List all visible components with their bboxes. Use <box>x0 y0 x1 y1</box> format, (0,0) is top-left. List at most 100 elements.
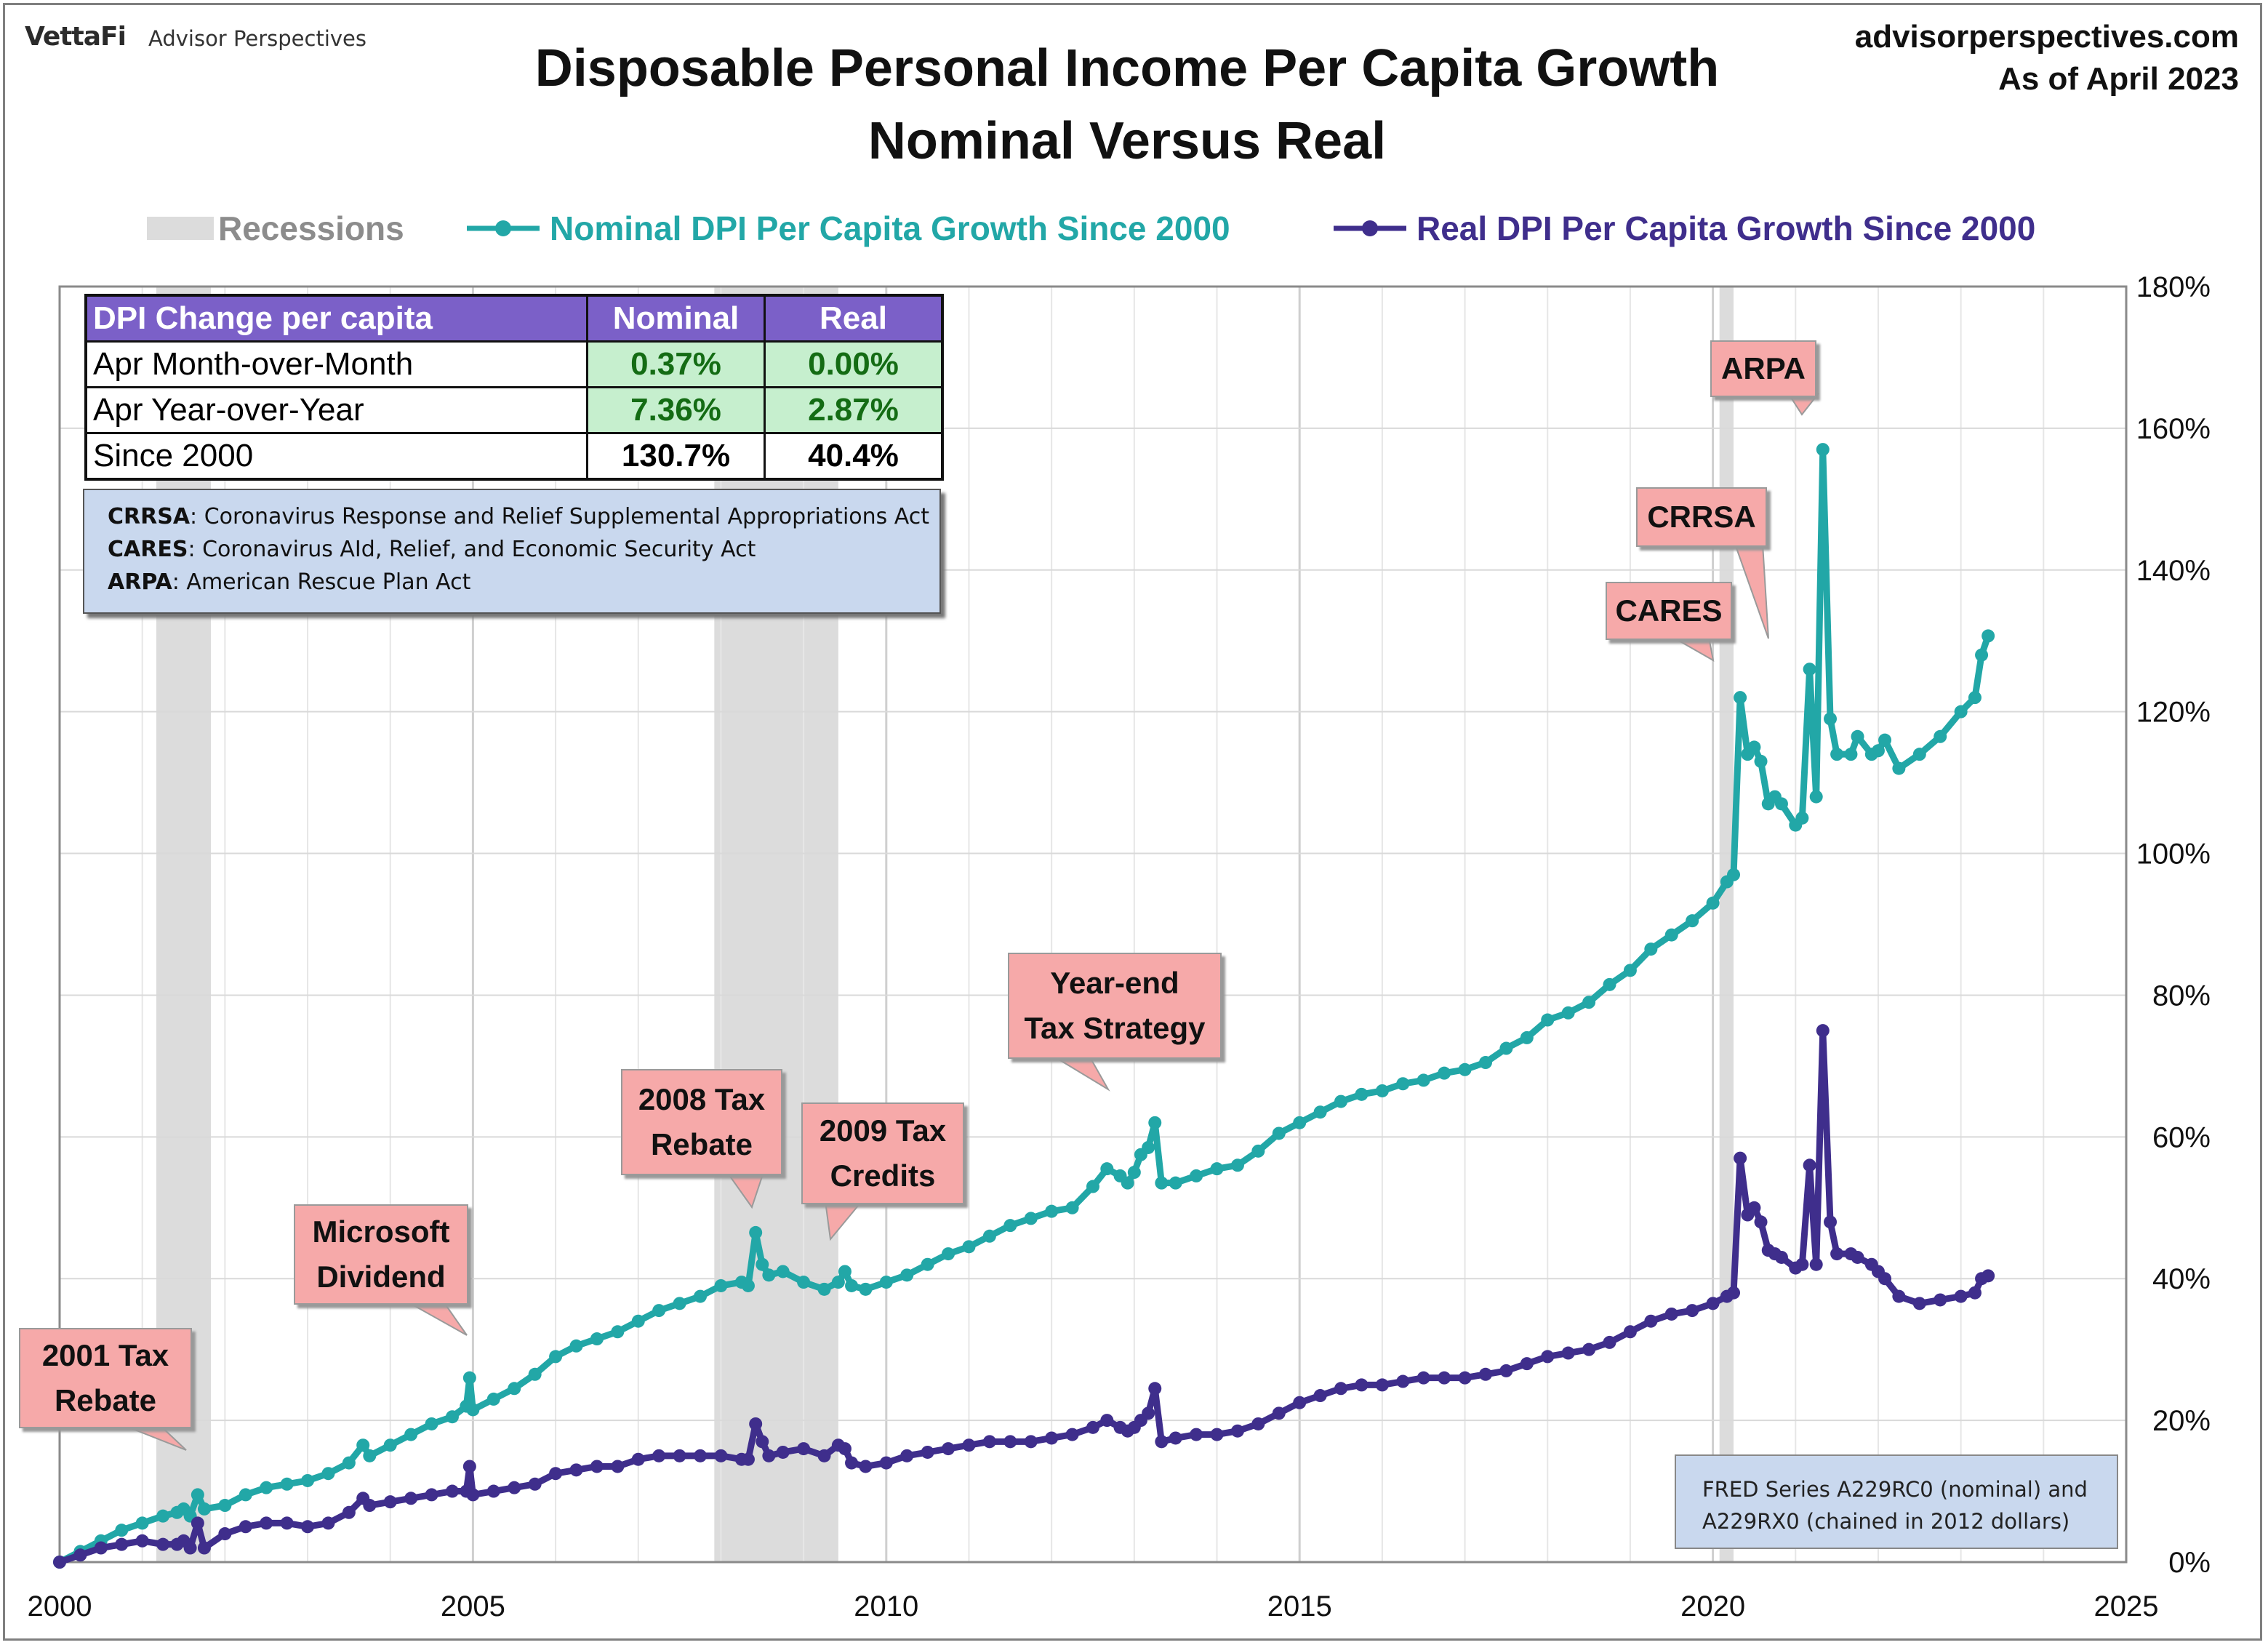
y-tick-label: 40% <box>2152 1263 2211 1295</box>
row-nominal: 130.7% <box>586 432 766 481</box>
real-data-point <box>1541 1350 1555 1364</box>
real-data-point <box>1142 1406 1155 1420</box>
nominal-data-point <box>1190 1169 1203 1182</box>
nominal-data-point <box>1121 1176 1134 1190</box>
table-row: Apr Year-over-Year 7.36% 2.87% <box>84 386 944 434</box>
nominal-data-point <box>342 1456 356 1470</box>
nominal-data-point <box>1892 761 1906 775</box>
real-data-point <box>1458 1371 1472 1385</box>
nominal-data-point <box>1982 629 1995 643</box>
site-info: advisorperspectives.com As of April 2023 <box>1855 16 2239 100</box>
real-data-point <box>1809 1257 1823 1271</box>
real-line-marker-icon <box>1334 220 1406 236</box>
real-data-point <box>1706 1297 1720 1310</box>
nominal-data-point <box>1355 1087 1369 1101</box>
y-tick-label: 180% <box>2136 271 2211 303</box>
nominal-data-point <box>1774 797 1788 811</box>
nominal-data-point <box>797 1276 811 1289</box>
y-tick-label: 140% <box>2136 555 2211 587</box>
real-data-point <box>1803 1158 1816 1172</box>
real-data-point <box>1230 1424 1244 1438</box>
glossary-item: CARES: Coronavirus AId, Relief, and Econ… <box>108 537 756 562</box>
nominal-data-point <box>135 1516 149 1530</box>
real-data-point <box>817 1449 831 1462</box>
real-data-point <box>1851 1250 1864 1264</box>
legend-recessions-label: Recessions <box>218 209 404 247</box>
nominal-data-point <box>1024 1212 1038 1225</box>
nominal-data-point <box>1313 1105 1327 1119</box>
nominal-line-marker-icon <box>467 220 540 236</box>
real-data-point <box>1623 1325 1637 1339</box>
plot-border <box>58 285 2128 1564</box>
nominal-data-point <box>900 1268 914 1282</box>
real-data-point <box>1747 1201 1761 1214</box>
glossary-item: ARPA: American Rescue Plan Act <box>108 569 471 595</box>
nominal-data-point <box>1100 1162 1114 1176</box>
nominal-data-point <box>879 1276 893 1289</box>
real-data-point <box>1582 1342 1596 1356</box>
table-header-nominal: Nominal <box>586 294 766 343</box>
nominal-data-point <box>1809 790 1823 804</box>
real-data-point <box>1086 1420 1099 1434</box>
nominal-data-point <box>156 1509 170 1523</box>
nominal-data-point <box>404 1428 418 1441</box>
y-tick-label: 60% <box>2152 1121 2211 1153</box>
chart-title: Disposable Personal Income Per Capita Gr… <box>407 32 1847 177</box>
real-data-point <box>1355 1378 1369 1392</box>
nominal-data-point <box>1251 1144 1265 1158</box>
nominal-data-point <box>741 1278 755 1292</box>
nominal-data-point <box>1706 896 1720 910</box>
real-data-point <box>1954 1289 1968 1303</box>
nominal-data-point <box>1934 729 1947 743</box>
real-data-point <box>1375 1378 1389 1392</box>
nominal-data-point <box>714 1278 728 1292</box>
nominal-data-point <box>1127 1166 1141 1180</box>
nominal-data-point <box>1230 1158 1244 1172</box>
nominal-data-point <box>1844 748 1858 761</box>
nominal-data-point <box>239 1488 252 1502</box>
row-label: Apr Month-over-Month <box>84 340 588 388</box>
nominal-data-point <box>549 1350 563 1364</box>
nominal-data-point <box>1086 1180 1099 1193</box>
nominal-data-point <box>817 1282 831 1296</box>
nominal-data-point <box>1727 868 1741 881</box>
nominal-data-point <box>673 1297 686 1310</box>
y-tick-label: 160% <box>2136 413 2211 445</box>
nominal-data-point <box>1417 1073 1430 1087</box>
real-data-point <box>1169 1431 1182 1445</box>
real-data-point <box>1878 1272 1892 1286</box>
real-data-point <box>1155 1435 1169 1449</box>
real-data-point <box>631 1452 645 1466</box>
callout-microsoft-dividend: Microsoft Dividend <box>294 1204 468 1305</box>
nominal-data-point <box>383 1438 397 1452</box>
y-tick-label: 80% <box>2152 980 2211 1012</box>
real-data-point <box>404 1492 418 1505</box>
real-data-point <box>1892 1289 1906 1303</box>
nominal-data-point <box>197 1502 211 1516</box>
real-data-point <box>652 1449 666 1462</box>
brand-subtitle: Advisor Perspectives <box>148 26 367 51</box>
real-data-point <box>942 1442 955 1456</box>
nominal-data-point <box>1334 1094 1348 1108</box>
table-header-real: Real <box>764 294 944 343</box>
real-data-point <box>776 1445 790 1459</box>
nominal-data-point <box>1754 754 1768 768</box>
real-data-point <box>1100 1414 1114 1428</box>
site-url: advisorperspectives.com <box>1854 19 2239 55</box>
nominal-data-point <box>1561 1006 1575 1020</box>
real-data-point <box>1210 1428 1224 1441</box>
real-data-point <box>1272 1406 1286 1420</box>
nominal-data-point <box>1830 748 1844 761</box>
real-data-point <box>762 1449 776 1462</box>
nominal-data-point <box>1851 729 1864 743</box>
nominal-data-point <box>694 1289 708 1303</box>
nominal-data-point <box>962 1240 976 1254</box>
legend-recessions: Recessions <box>147 204 404 247</box>
nominal-data-point <box>1458 1062 1472 1076</box>
nominal-data-point <box>191 1488 204 1502</box>
real-data-point <box>1148 1382 1162 1396</box>
nominal-data-point <box>756 1257 769 1271</box>
real-data-point <box>1774 1250 1788 1264</box>
nominal-data-point <box>921 1257 934 1271</box>
nominal-data-point <box>1148 1116 1162 1129</box>
